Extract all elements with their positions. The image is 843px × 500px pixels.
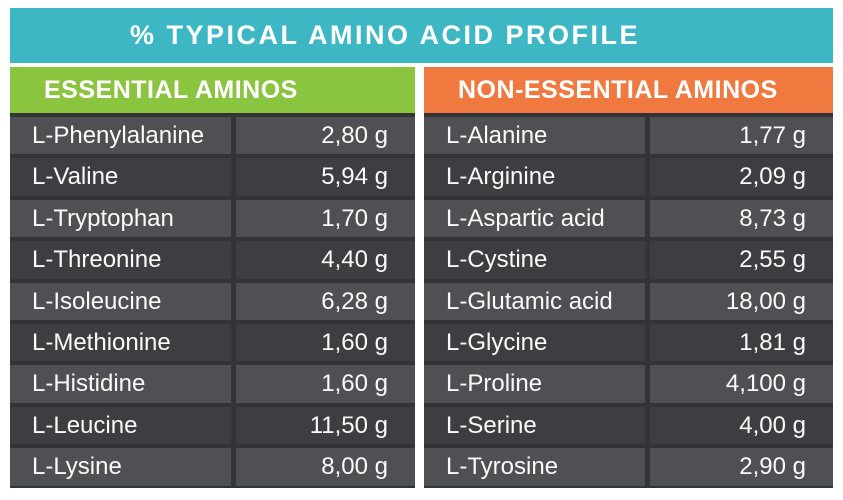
table-row: L-Methionine 1,60 g [10,323,415,362]
table-columns: ESSENTIAL AMINOS L-Phenylalanine 2,80 g L-… [10,67,833,488]
non-essential-aminos-rows: L-Alanine 1,77 g L-Arginine 2,09 g L-Asparti… [424,113,833,488]
amino-value-cell: 2,80 g [236,117,415,155]
amino-value-cell: 1,60 g [236,365,415,403]
table-row: L-Valine 5,94 g [10,158,415,196]
table-row: L-Lysine 8,00 g [10,448,415,486]
amino-value-cell: 8,00 g [236,448,415,486]
title-bar: % TYPICAL AMINO ACID PROFILE [10,8,833,63]
amino-value-cell: 2,90 g [650,448,833,486]
amino-value-cell: 8,73 g [650,199,833,238]
amino-value-cell: 18,00 g [650,282,833,320]
essential-aminos-table: ESSENTIAL AMINOS L-Phenylalanine 2,80 g L-… [10,67,415,488]
amino-value-cell: 1,60 g [236,323,415,362]
amino-value-cell: 1,77 g [650,117,833,155]
non-essential-aminos-header: NON-ESSENTIAL AMINOS [424,67,833,113]
table-row: L-Arginine 2,09 g [424,158,833,196]
table-row: L-Proline 4,100 g [424,365,833,403]
table-row: L-Alanine 1,77 g [424,117,833,155]
amino-name-cell: L-Methionine [10,323,231,362]
table-row: L-Serine 4,00 g [424,406,833,445]
table-row: L-Tyrosine 2,90 g [424,448,833,486]
amino-value-cell: 11,50 g [236,406,415,445]
amino-name-cell: L-Valine [10,158,231,196]
page-title: % TYPICAL AMINO ACID PROFILE [130,20,641,50]
amino-name-cell: L-Leucine [10,406,231,445]
amino-value-cell: 6,28 g [236,282,415,320]
amino-name-cell: L-Histidine [10,365,231,403]
non-essential-aminos-table: NON-ESSENTIAL AMINOS L-Alanine 1,77 g L-Ar… [424,67,833,488]
amino-name-cell: L-Cystine [424,241,645,279]
amino-value-cell: 1,81 g [650,323,833,362]
amino-name-cell: L-Serine [424,406,645,445]
amino-name-cell: L-Glycine [424,323,645,362]
table-row: L-Threonine 4,40 g [10,241,415,279]
table-row: L-Histidine 1,60 g [10,365,415,403]
amino-name-cell: L-Tyrosine [424,448,645,486]
amino-name-cell: L-Threonine [10,241,231,279]
amino-name-cell: L-Phenylalanine [10,117,231,155]
table-row: L-Tryptophan 1,70 g [10,199,415,238]
amino-name-cell: L-Lysine [10,448,231,486]
table-row: L-Aspartic acid 8,73 g [424,199,833,238]
amino-value-cell: 2,55 g [650,241,833,279]
amino-value-cell: 4,40 g [236,241,415,279]
amino-name-cell: L-Arginine [424,158,645,196]
essential-aminos-header: ESSENTIAL AMINOS [10,67,415,113]
amino-value-cell: 4,00 g [650,406,833,445]
table-frame: % TYPICAL AMINO ACID PROFILE ESSENTIAL A… [10,8,833,488]
amino-value-cell: 5,94 g [236,158,415,196]
amino-name-cell: L-Isoleucine [10,282,231,320]
amino-name-cell: L-Alanine [424,117,645,155]
table-row: L-Leucine 11,50 g [10,406,415,445]
table-row: L-Cystine 2,55 g [424,241,833,279]
amino-name-cell: L-Aspartic acid [424,199,645,238]
table-row: L-Isoleucine 6,28 g [10,282,415,320]
amino-value-cell: 1,70 g [236,199,415,238]
essential-aminos-rows: L-Phenylalanine 2,80 g L-Valine 5,94 g L-Try… [10,113,415,488]
amino-name-cell: L-Proline [424,365,645,403]
amino-name-cell: L-Glutamic acid [424,282,645,320]
amino-value-cell: 2,09 g [650,158,833,196]
amino-name-cell: L-Tryptophan [10,199,231,238]
amino-value-cell: 4,100 g [650,365,833,403]
table-row: L-Glutamic acid 18,00 g [424,282,833,320]
table-row: L-Glycine 1,81 g [424,323,833,362]
table-row: L-Phenylalanine 2,80 g [10,117,415,155]
